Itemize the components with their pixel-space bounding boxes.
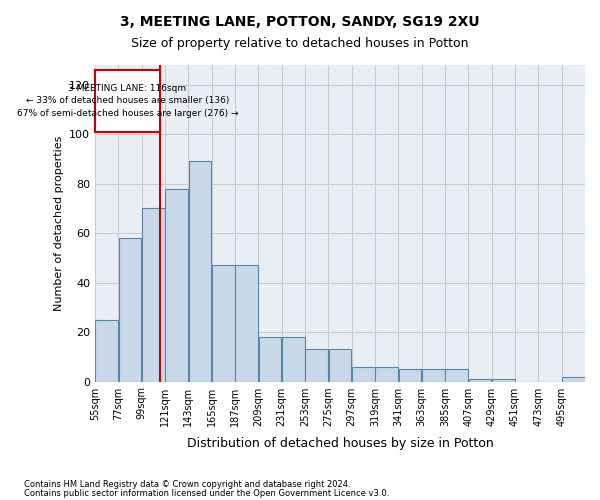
Bar [95,320,118,382]
Bar [142,208,164,382]
Bar [166,188,188,382]
Text: 3 MEETING LANE: 116sqm
← 33% of detached houses are smaller (136)
67% of semi-de: 3 MEETING LANE: 116sqm ← 33% of detached… [17,84,238,118]
Bar [282,337,305,382]
Text: Contains HM Land Registry data © Crown copyright and database right 2024.: Contains HM Land Registry data © Crown c… [24,480,350,489]
Bar [329,350,351,382]
Text: 3, MEETING LANE, POTTON, SANDY, SG19 2XU: 3, MEETING LANE, POTTON, SANDY, SG19 2XU [120,15,480,29]
Bar [212,266,235,382]
Bar [422,369,445,382]
Bar [376,366,398,382]
Bar [492,379,515,382]
Text: Contains public sector information licensed under the Open Government Licence v3: Contains public sector information licen… [24,489,389,498]
Text: Size of property relative to detached houses in Potton: Size of property relative to detached ho… [131,38,469,51]
Bar [119,238,141,382]
Bar [562,376,584,382]
Bar [259,337,281,382]
Bar [95,70,160,132]
Bar [305,350,328,382]
Bar [469,379,491,382]
Bar [235,266,258,382]
Y-axis label: Number of detached properties: Number of detached properties [53,136,64,311]
Bar [445,369,468,382]
X-axis label: Distribution of detached houses by size in Potton: Distribution of detached houses by size … [187,437,493,450]
Bar [189,162,211,382]
Bar [399,369,421,382]
Bar [352,366,374,382]
